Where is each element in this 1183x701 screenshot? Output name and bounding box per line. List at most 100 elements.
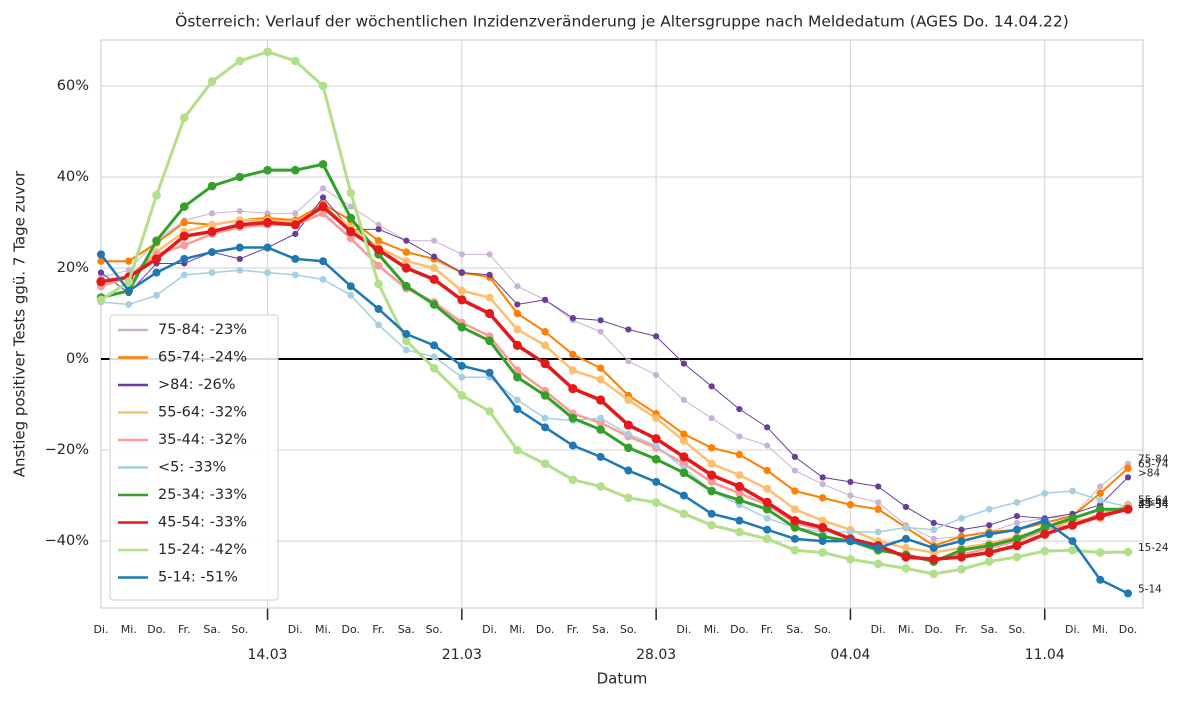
- point: [790, 516, 800, 526]
- plot-frame: [100, 39, 1144, 609]
- point: [402, 248, 411, 256]
- point: [430, 264, 439, 273]
- point: [957, 545, 966, 555]
- point: [208, 248, 217, 257]
- point: [540, 459, 550, 469]
- x-minor-label: Sa.: [981, 623, 998, 636]
- point: [984, 557, 994, 566]
- point: [236, 255, 243, 263]
- point: [1096, 489, 1104, 498]
- x-minor-label: Do.: [730, 623, 749, 636]
- point: [791, 467, 799, 474]
- legend-label: 35-44: -32%: [158, 432, 247, 448]
- point: [458, 251, 465, 258]
- point: [596, 482, 605, 491]
- point: [597, 328, 604, 335]
- legend-label: 55-64: -32%: [158, 405, 247, 421]
- point: [930, 526, 938, 534]
- point: [652, 414, 661, 423]
- point: [541, 328, 549, 336]
- point: [651, 434, 661, 444]
- x-minor-label: Sa.: [203, 623, 220, 636]
- point: [374, 279, 383, 289]
- end-label: <5: [1138, 497, 1153, 509]
- legend-label: 5-14: -51%: [158, 570, 238, 586]
- point: [1096, 496, 1104, 504]
- point: [485, 368, 494, 377]
- point: [762, 497, 772, 508]
- point: [1124, 464, 1132, 472]
- series-line: [100, 212, 1129, 561]
- end-label: 25-34: [1138, 499, 1169, 511]
- point: [541, 423, 550, 432]
- point: [179, 231, 189, 241]
- point: [735, 516, 744, 525]
- x-minor-label: Fr.: [955, 623, 968, 636]
- point: [152, 236, 161, 246]
- point: [179, 202, 189, 211]
- point: [346, 227, 356, 237]
- point: [346, 234, 355, 243]
- point: [346, 282, 355, 291]
- point: [429, 300, 439, 309]
- point: [625, 358, 632, 365]
- x-minor-label: Mi.: [121, 623, 137, 636]
- point: [791, 487, 799, 495]
- point: [514, 283, 521, 290]
- point: [874, 543, 883, 552]
- series-line: [100, 196, 1129, 531]
- point: [958, 514, 965, 522]
- point: [819, 474, 826, 481]
- point: [791, 453, 799, 460]
- point: [1095, 548, 1105, 557]
- point: [291, 254, 300, 263]
- point: [1012, 541, 1022, 551]
- point: [790, 523, 800, 532]
- point: [430, 253, 438, 260]
- point: [402, 346, 410, 354]
- point: [1013, 512, 1021, 520]
- x-minor-label: So.: [1008, 623, 1025, 636]
- point: [1068, 545, 1077, 555]
- point: [569, 314, 576, 322]
- point: [763, 466, 771, 475]
- point: [930, 535, 937, 542]
- point: [541, 414, 549, 422]
- series-line: [101, 203, 1129, 547]
- point: [819, 481, 826, 488]
- legend-label: 25-34: -33%: [158, 487, 247, 503]
- point: [318, 201, 328, 212]
- point: [569, 350, 577, 359]
- point: [318, 159, 328, 169]
- x-major-label: 21.03: [442, 647, 482, 663]
- point: [207, 77, 217, 86]
- point: [984, 547, 994, 558]
- point: [762, 504, 772, 514]
- point: [930, 519, 937, 526]
- point: [346, 188, 356, 198]
- end-label: 5-14: [1138, 583, 1162, 595]
- legend-label: 65-74: -24%: [158, 350, 247, 366]
- point: [153, 291, 160, 299]
- point: [513, 309, 522, 318]
- point: [985, 505, 993, 513]
- point: [514, 301, 521, 308]
- legend-box: [109, 314, 279, 601]
- end-label: 55-64: [1138, 495, 1169, 507]
- point: [1096, 575, 1105, 584]
- point: [625, 326, 632, 333]
- point: [1123, 504, 1133, 514]
- point: [680, 396, 687, 404]
- point: [457, 295, 467, 305]
- point: [290, 220, 300, 230]
- x-minor-label: So.: [620, 623, 637, 636]
- point: [347, 291, 355, 299]
- point: [207, 227, 217, 237]
- point: [651, 454, 661, 464]
- point: [873, 559, 883, 569]
- x-minor-label: So.: [814, 623, 831, 636]
- point: [679, 491, 688, 500]
- y-tick-label: 0%: [66, 351, 89, 367]
- point: [597, 317, 604, 324]
- point: [402, 330, 411, 339]
